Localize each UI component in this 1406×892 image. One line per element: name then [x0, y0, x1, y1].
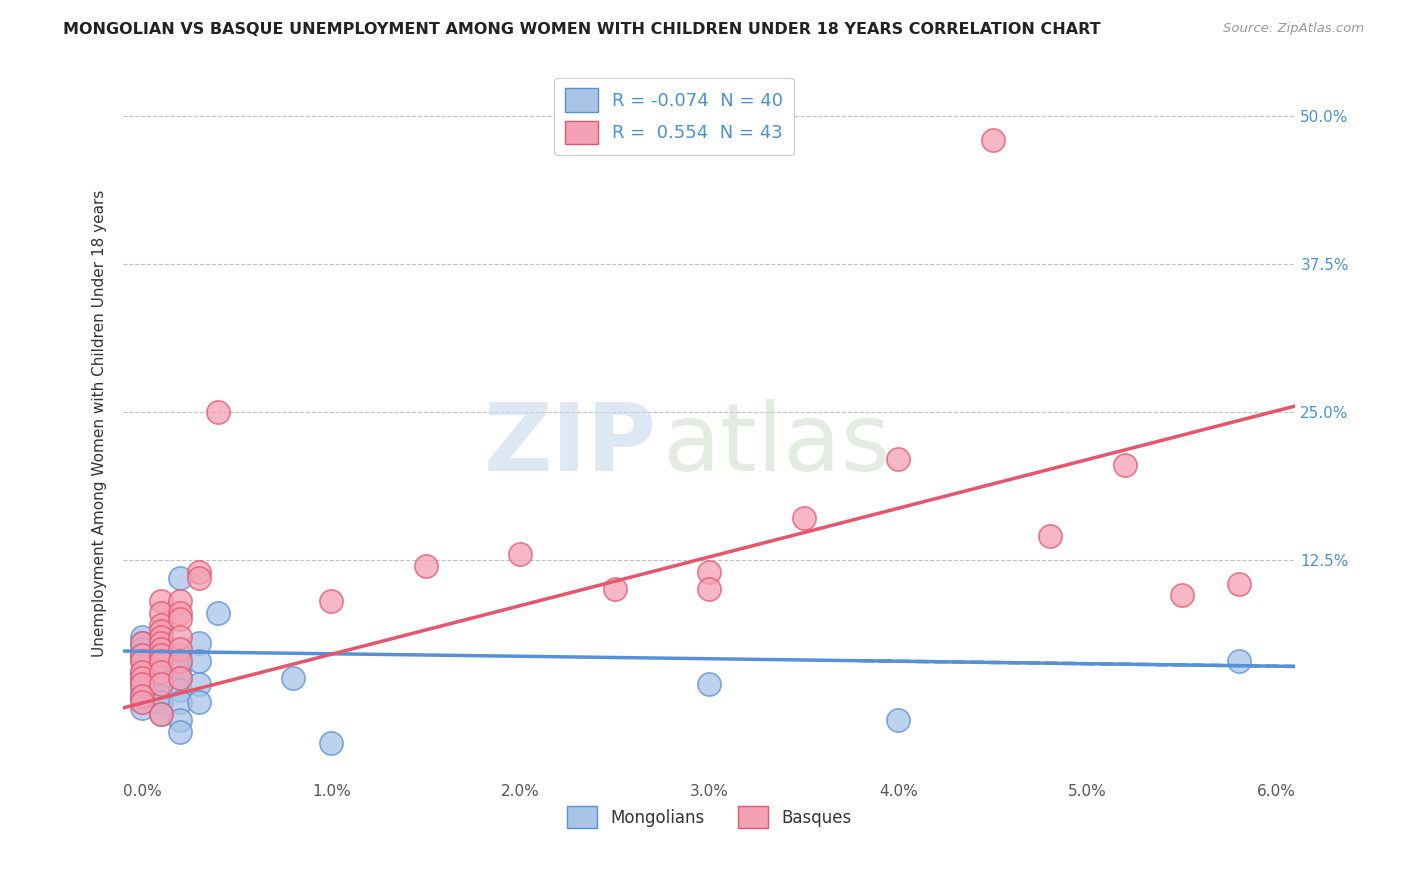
Point	[131, 689, 153, 703]
Point	[1171, 588, 1194, 602]
Point	[131, 671, 153, 685]
Point	[169, 594, 191, 608]
Point	[131, 683, 153, 698]
Point	[131, 695, 153, 709]
Point	[131, 677, 153, 691]
Point	[887, 713, 910, 727]
Point	[150, 671, 173, 685]
Point	[699, 677, 721, 691]
Point	[150, 706, 173, 721]
Point	[169, 724, 191, 739]
Point	[699, 582, 721, 597]
Point	[699, 565, 721, 579]
Point	[187, 571, 209, 585]
Point	[169, 612, 191, 626]
Point	[150, 653, 173, 667]
Point	[131, 636, 153, 650]
Point	[150, 648, 173, 662]
Point	[131, 689, 153, 703]
Point	[150, 677, 173, 691]
Point	[131, 653, 153, 667]
Point	[187, 695, 209, 709]
Point	[1114, 458, 1136, 472]
Point	[169, 671, 191, 685]
Point	[793, 511, 815, 525]
Point	[187, 565, 209, 579]
Point	[1227, 576, 1250, 591]
Point	[131, 636, 153, 650]
Point	[207, 405, 229, 419]
Point	[169, 641, 191, 656]
Point	[150, 641, 173, 656]
Point	[150, 606, 173, 620]
Point	[169, 713, 191, 727]
Point	[169, 571, 191, 585]
Point	[169, 695, 191, 709]
Point	[150, 659, 173, 673]
Point	[887, 452, 910, 467]
Point	[150, 594, 173, 608]
Y-axis label: Unemployment Among Women with Children Under 18 years: Unemployment Among Women with Children U…	[93, 190, 107, 657]
Point	[150, 706, 173, 721]
Point	[169, 683, 191, 698]
Text: MONGOLIAN VS BASQUE UNEMPLOYMENT AMONG WOMEN WITH CHILDREN UNDER 18 YEARS CORREL: MONGOLIAN VS BASQUE UNEMPLOYMENT AMONG W…	[63, 22, 1101, 37]
Point	[150, 665, 173, 680]
Point	[321, 594, 343, 608]
Point	[150, 653, 173, 667]
Point	[321, 736, 343, 750]
Point	[1039, 529, 1062, 543]
Point	[131, 648, 153, 662]
Point	[131, 695, 153, 709]
Point	[169, 671, 191, 685]
Point	[187, 653, 209, 667]
Point	[169, 648, 191, 662]
Point	[150, 630, 173, 644]
Text: Source: ZipAtlas.com: Source: ZipAtlas.com	[1223, 22, 1364, 36]
Point	[1227, 653, 1250, 667]
Point	[131, 701, 153, 715]
Point	[150, 648, 173, 662]
Point	[150, 641, 173, 656]
Point	[187, 677, 209, 691]
Point	[150, 618, 173, 632]
Point	[131, 630, 153, 644]
Point	[169, 606, 191, 620]
Point	[150, 689, 173, 703]
Point	[150, 636, 173, 650]
Point	[131, 648, 153, 662]
Point	[150, 636, 173, 650]
Point	[150, 624, 173, 638]
Point	[131, 665, 153, 680]
Point	[150, 677, 173, 691]
Point	[131, 677, 153, 691]
Point	[131, 641, 153, 656]
Text: atlas: atlas	[662, 399, 891, 491]
Point	[415, 558, 437, 573]
Point	[169, 630, 191, 644]
Point	[150, 695, 173, 709]
Point	[603, 582, 626, 597]
Text: ZIP: ZIP	[484, 399, 657, 491]
Point	[283, 671, 305, 685]
Point	[509, 547, 531, 561]
Point	[981, 132, 1004, 146]
Point	[169, 659, 191, 673]
Point	[169, 653, 191, 667]
Point	[131, 671, 153, 685]
Point	[207, 606, 229, 620]
Point	[131, 653, 153, 667]
Legend: Mongolians, Basques: Mongolians, Basques	[561, 800, 858, 835]
Point	[131, 665, 153, 680]
Point	[187, 636, 209, 650]
